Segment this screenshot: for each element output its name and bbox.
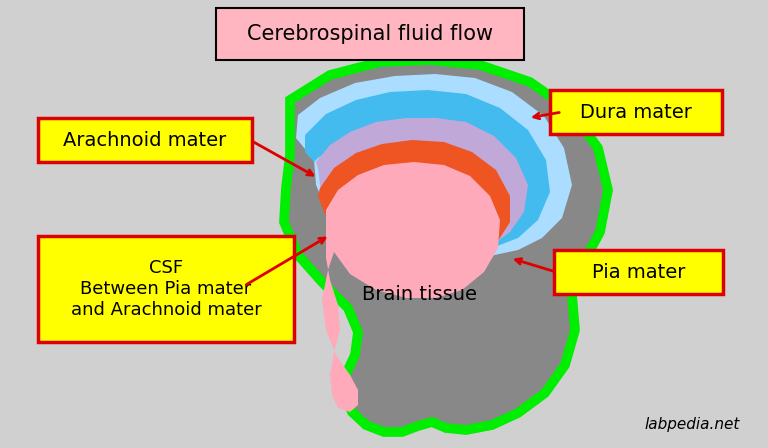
FancyBboxPatch shape	[554, 250, 723, 294]
FancyBboxPatch shape	[550, 90, 722, 134]
Polygon shape	[305, 90, 550, 252]
Polygon shape	[318, 140, 510, 270]
Text: labpedia.net: labpedia.net	[644, 417, 740, 432]
Text: Brain tissue: Brain tissue	[362, 285, 478, 305]
FancyBboxPatch shape	[216, 8, 524, 60]
Polygon shape	[322, 162, 500, 412]
Polygon shape	[284, 60, 608, 432]
Text: Pia mater: Pia mater	[592, 263, 685, 281]
Text: CSF
Between Pia mater
and Arachnoid mater: CSF Between Pia mater and Arachnoid mate…	[71, 259, 261, 319]
Text: Cerebrospinal fluid flow: Cerebrospinal fluid flow	[247, 24, 493, 44]
Polygon shape	[296, 74, 572, 258]
FancyBboxPatch shape	[38, 118, 252, 162]
Text: Dura mater: Dura mater	[580, 103, 692, 121]
Polygon shape	[316, 118, 528, 258]
Text: Arachnoid mater: Arachnoid mater	[64, 130, 227, 150]
FancyBboxPatch shape	[38, 236, 294, 342]
